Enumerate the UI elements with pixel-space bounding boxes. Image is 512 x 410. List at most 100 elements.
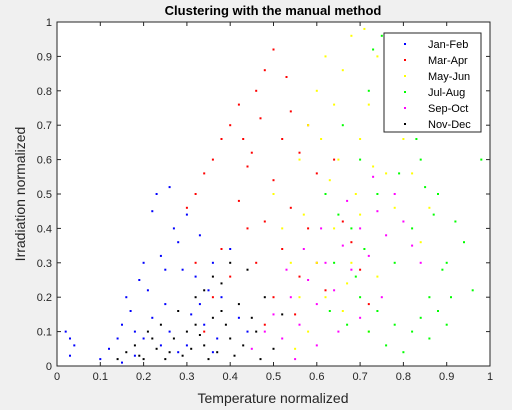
data-point <box>307 227 310 230</box>
data-point <box>146 289 149 292</box>
data-point <box>272 48 275 51</box>
legend-label: Jul-Aug <box>428 87 465 99</box>
data-point <box>155 193 158 195</box>
data-point <box>177 310 180 312</box>
data-point <box>185 330 188 333</box>
data-point <box>350 268 353 271</box>
y-axis-label: Irradiation normalized <box>12 127 28 262</box>
data-point <box>376 193 379 195</box>
y-tick-label: 0.9 <box>37 51 52 63</box>
data-point <box>168 330 171 333</box>
data-point <box>346 323 349 326</box>
y-tick-label: 0.3 <box>37 258 52 270</box>
data-point <box>437 310 439 312</box>
data-point <box>411 172 414 175</box>
data-point <box>194 261 197 264</box>
data-point <box>211 275 214 278</box>
data-point <box>242 344 245 347</box>
data-point <box>259 117 262 120</box>
data-point <box>203 330 206 333</box>
data-point <box>229 248 232 250</box>
data-point <box>385 234 388 237</box>
x-tick-label: 0.4 <box>223 371 238 383</box>
data-point <box>272 313 275 316</box>
data-point <box>142 337 145 340</box>
data-point <box>285 76 288 78</box>
data-point <box>376 310 379 312</box>
data-point <box>415 138 418 140</box>
data-point <box>259 358 262 361</box>
data-point <box>315 172 318 175</box>
legend-marker <box>404 107 406 109</box>
data-point <box>220 138 223 140</box>
data-point <box>207 289 210 292</box>
series-nov-dec <box>116 261 284 361</box>
data-point <box>359 227 362 230</box>
data-point <box>233 354 236 357</box>
data-point <box>272 193 275 195</box>
legend-label: Nov-Dec <box>428 119 471 131</box>
data-point <box>294 313 297 316</box>
data-point <box>255 89 258 92</box>
y-tick-label: 0.1 <box>37 327 52 339</box>
data-point <box>129 310 132 312</box>
data-point <box>354 193 357 195</box>
data-point <box>246 268 249 271</box>
y-tick-label: 0.2 <box>37 292 52 304</box>
data-point <box>350 261 353 264</box>
data-point <box>337 330 340 333</box>
data-point <box>346 282 349 285</box>
data-point <box>246 330 249 333</box>
data-point <box>164 303 167 306</box>
data-point <box>307 279 310 281</box>
data-point <box>402 138 405 140</box>
data-point <box>237 103 240 106</box>
data-point <box>337 213 340 216</box>
data-point <box>289 110 292 113</box>
x-tick-label: 0.2 <box>136 371 151 383</box>
data-point <box>328 310 331 312</box>
data-point <box>302 213 305 216</box>
data-point <box>289 296 292 299</box>
data-point <box>207 358 210 361</box>
data-point <box>359 138 362 140</box>
data-point <box>428 206 431 209</box>
data-point <box>376 210 379 213</box>
data-point <box>263 220 266 223</box>
points-layer <box>64 27 483 364</box>
data-point <box>220 248 223 250</box>
data-point <box>359 268 362 271</box>
data-point <box>203 289 206 292</box>
data-point <box>281 248 284 250</box>
data-point <box>350 241 353 244</box>
data-point <box>250 151 253 154</box>
data-point <box>164 358 167 361</box>
legend-marker <box>404 43 406 45</box>
data-point <box>437 193 439 195</box>
data-point <box>133 344 136 347</box>
data-point <box>198 334 201 336</box>
data-point <box>198 234 201 237</box>
data-point <box>281 313 284 316</box>
data-point <box>393 193 396 195</box>
data-point <box>229 261 232 264</box>
data-point <box>216 351 219 354</box>
data-point <box>445 323 448 326</box>
data-point <box>211 158 214 161</box>
data-point <box>185 213 188 216</box>
data-point <box>281 227 284 230</box>
data-point <box>359 213 362 216</box>
data-point <box>194 323 197 326</box>
data-point <box>441 268 444 271</box>
data-point <box>272 347 275 350</box>
data-point <box>99 358 102 361</box>
legend-label: Jan-Feb <box>428 39 468 51</box>
data-point <box>294 358 297 361</box>
data-point <box>350 34 353 37</box>
data-point <box>359 316 362 319</box>
data-point <box>341 69 344 72</box>
data-point <box>367 303 370 306</box>
data-point <box>315 89 318 92</box>
data-point <box>203 172 206 175</box>
